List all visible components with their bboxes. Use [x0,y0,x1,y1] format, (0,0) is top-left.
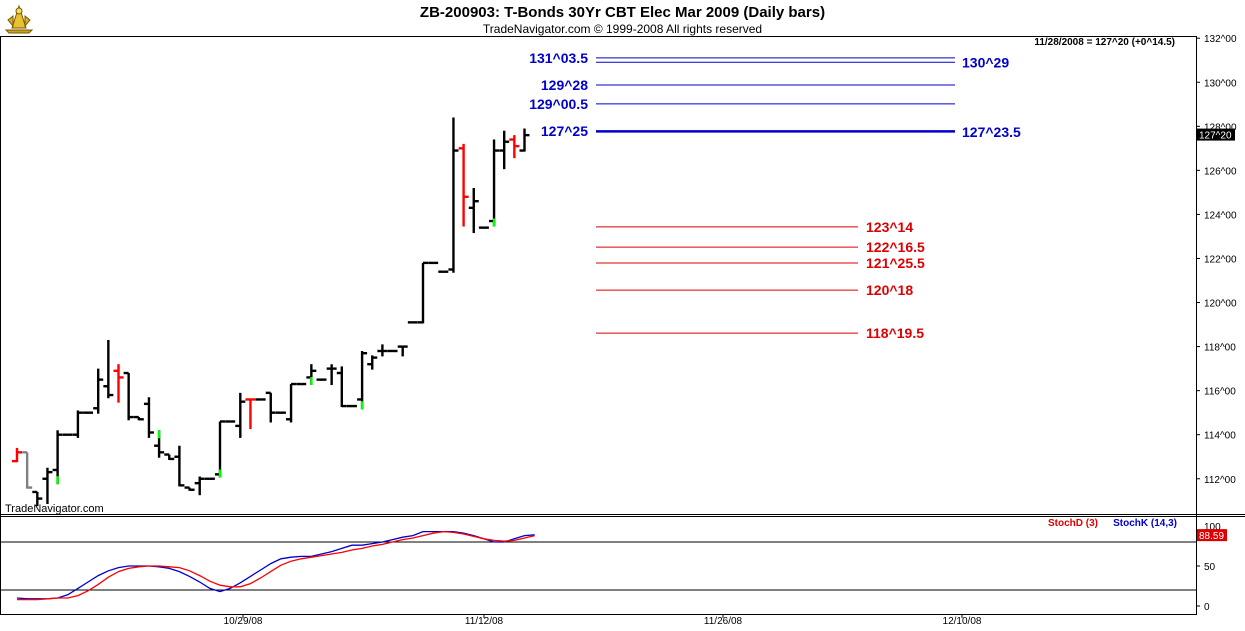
stoch-tick-label: 100 [1204,522,1221,533]
price-readout: 11/28/2008 = 127^20 (+0^14.5) [1034,37,1175,48]
stoch-value-label: 88.59 [1199,531,1224,542]
ohlc-bar [22,451,33,489]
ohlc-bar [275,411,286,414]
price-tick-label: 128^00 [1204,122,1237,133]
ohlc-bar [12,447,22,463]
ohlc-bar [133,415,144,421]
ohlc-bar [123,371,134,421]
ohlc-bar [346,404,357,408]
chart-subtitle: TradeNavigator.com © 1999-2008 All right… [482,22,763,36]
ohlc-bar [62,433,73,436]
ohlc-bar [103,339,114,399]
level-label: 127^25 [541,123,588,139]
stoch-tick-label: 50 [1204,562,1216,573]
ohlc-bar [357,350,368,410]
ohlc-bar [418,261,428,324]
ohlc-bar [32,490,43,507]
ohlc-bar [387,349,398,353]
price-tick-label: 124^00 [1204,210,1237,221]
stoch-tick-label: 0 [1204,602,1210,613]
level-label: 122^16.5 [866,239,925,255]
price-tick-label: 116^00 [1204,387,1236,398]
price-tick-label: 122^00 [1204,254,1237,265]
ohlc-bar [489,139,500,227]
level-label: 127^23.5 [962,124,1021,140]
last-price-label: 127^20 [1199,131,1232,142]
ohlc-bar [286,382,297,423]
ohlc-bar [93,368,104,414]
level-label: 129^28 [541,77,588,93]
watermark-text: TradeNavigator.com [5,503,104,515]
ohlc-bar [438,270,449,273]
ohlc-bar [225,420,236,423]
level-label: 129^00.5 [529,96,588,112]
ohlc-bar [306,364,317,386]
ohlc-bar [326,364,337,386]
price-tick-label: 130^00 [1204,78,1237,89]
ohlc-bar [468,187,479,234]
ohlc-bar [519,128,530,152]
date-tick-label: 11/26/08 [704,616,743,627]
ohlc-bar [336,366,347,408]
ohlc-bar [316,378,327,381]
ohlc-bar [397,345,408,357]
price-tick-label: 112^00 [1204,475,1236,486]
ohlc-bar [184,486,195,491]
ohlc-bar [296,382,307,386]
date-tick-label: 10/29/08 [224,616,263,627]
ohlc-bar [478,226,489,229]
trade-navigator-logo [2,2,36,36]
ohlc-bar [245,398,256,430]
ohlc-bar [164,453,175,461]
chart-title: ZB-200903: T-Bonds 30Yr CBT Elec Mar 200… [419,4,826,21]
date-tick-label: 12/10/08 [943,616,982,627]
ohlc-bar [42,467,53,504]
stoch-value-tag [1197,529,1227,542]
ohlc-bar [83,411,94,414]
level-label: 118^19.5 [866,325,924,341]
ohlc-bar [72,410,83,438]
ohlc-bar [407,321,418,324]
price-tick-label: 114^00 [1204,431,1236,442]
ohlc-bar [113,364,124,403]
date-tick-label: 11/12/08 [465,616,504,627]
ohlc-bar [174,445,185,487]
stoch-series-line [17,530,535,601]
ohlc-bar [143,397,154,438]
ohlc-bar [265,391,276,423]
ohlc-bar [458,143,469,227]
ohlc-bar [154,430,165,458]
price-tick-label: 120^00 [1204,299,1237,310]
plot-frame [0,36,1197,615]
legend-stochd: StochD (3) [1048,518,1098,529]
ohlc-bar [194,476,205,496]
ohlc-bar [215,420,225,478]
level-label: 123^14 [866,219,913,235]
legend-stochk: StochK (14,3) [1113,518,1177,529]
last-price-tag [1197,128,1235,141]
ohlc-bar [509,135,520,159]
ohlc-bar [367,355,378,370]
ohlc-bar [204,477,215,480]
ohlc-bar [448,117,459,273]
price-tick-label: 132^00 [1204,34,1237,45]
ohlc-bar [235,392,246,438]
ohlc-bar [255,398,266,401]
price-tick-label: 126^00 [1204,166,1237,177]
ohlc-bar [52,430,63,485]
level-label: 131^03.5 [529,50,588,66]
level-label: 121^25.5 [866,255,925,271]
level-label: 120^18 [866,282,913,298]
level-label: 130^29 [962,54,1009,70]
ohlc-bar [377,344,388,357]
ohlc-bar [428,261,439,265]
price-tick-label: 118^00 [1204,343,1236,354]
ohlc-bar [499,130,510,170]
